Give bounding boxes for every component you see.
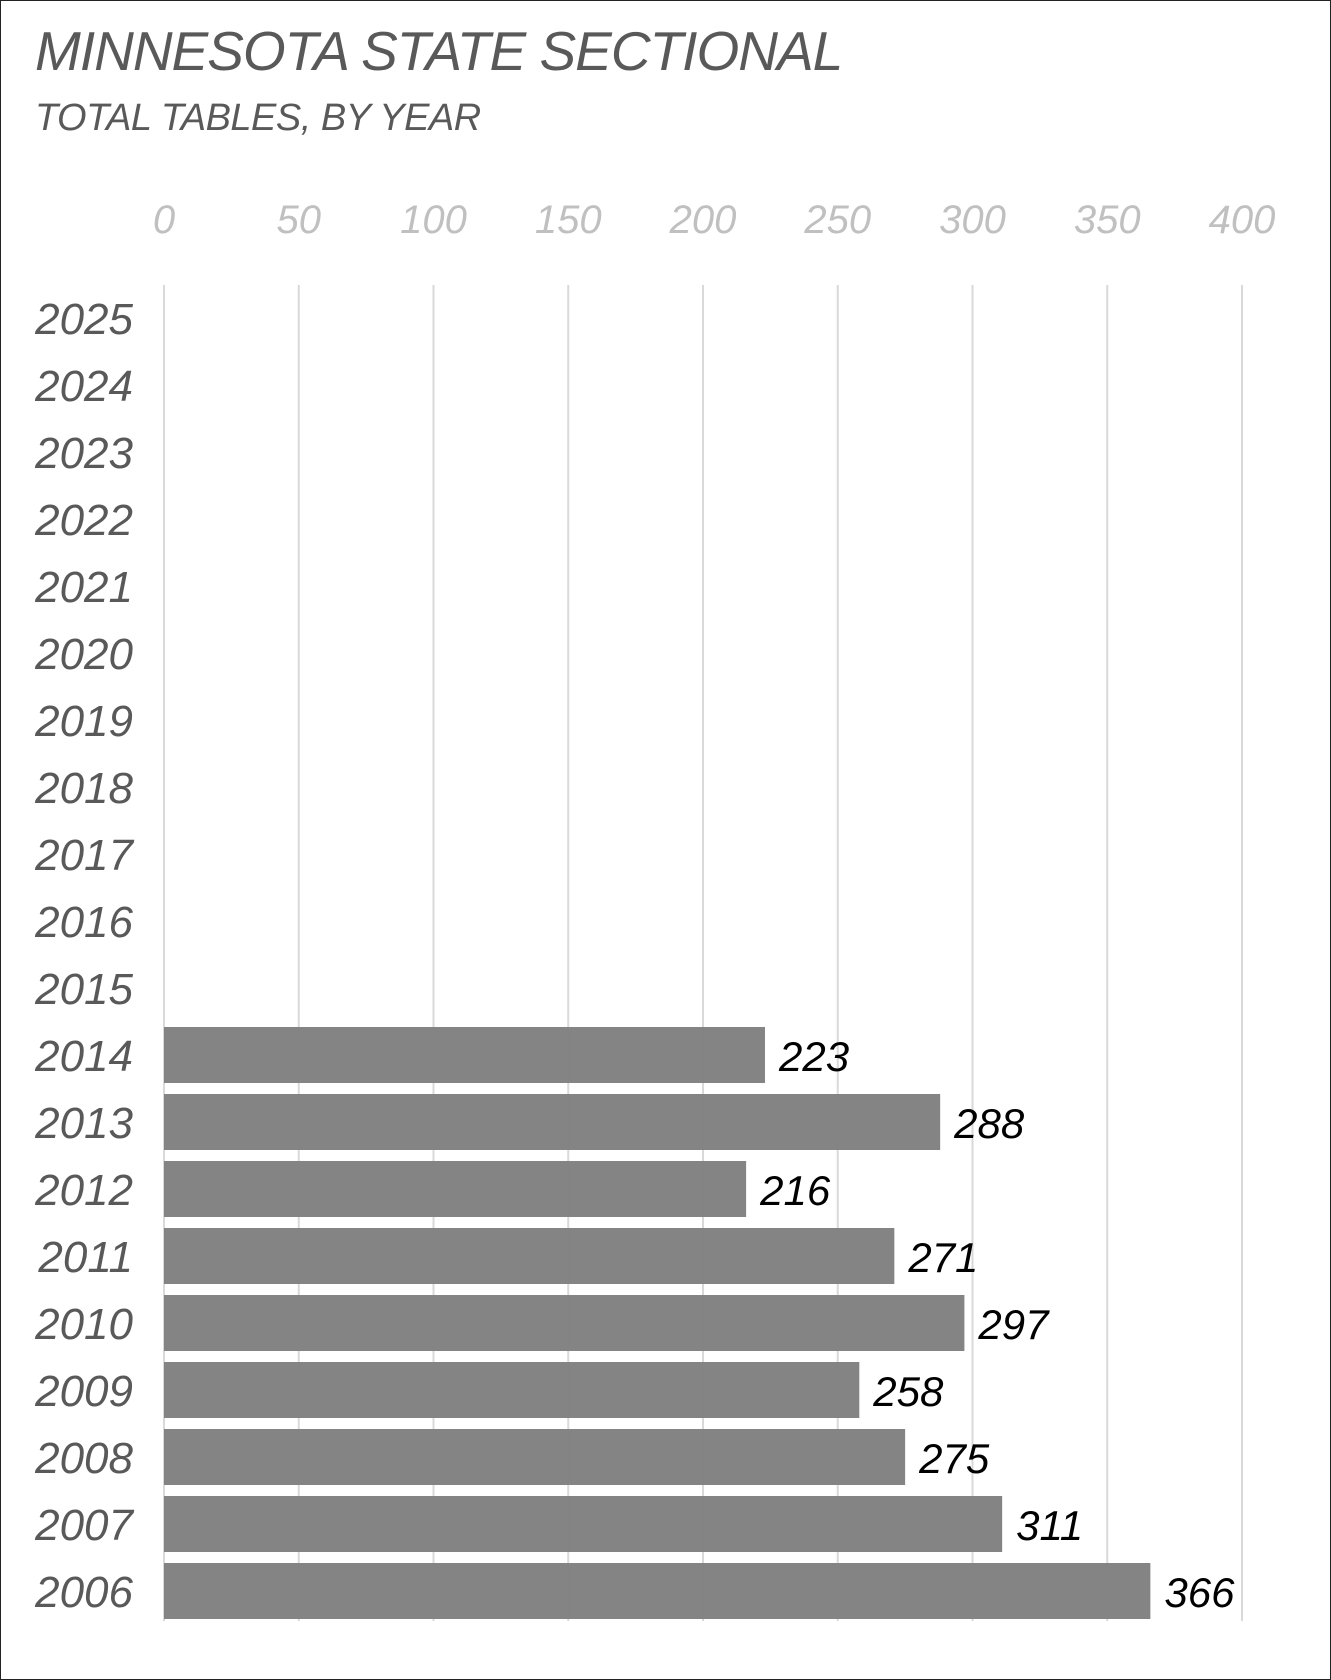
x-tick-label: 350 [1074, 198, 1141, 242]
x-tick-label: 150 [535, 198, 602, 242]
bar [164, 1362, 860, 1418]
y-category-label: 2016 [34, 898, 133, 947]
x-tick-label: 100 [400, 198, 467, 242]
x-tick-label: 0 [153, 198, 175, 242]
bar [164, 1094, 941, 1150]
x-tick-label: 400 [1209, 198, 1276, 242]
data-label: 288 [953, 1100, 1025, 1147]
x-tick-label: 300 [939, 198, 1006, 242]
x-tick-label: 250 [803, 198, 871, 242]
bar [164, 1496, 1003, 1552]
data-label: 366 [1164, 1569, 1235, 1616]
bar [164, 1429, 906, 1485]
y-category-label: 2021 [34, 563, 133, 612]
y-category-label: 2023 [34, 429, 133, 478]
y-category-label: 2025 [34, 295, 133, 344]
y-category-label: 2006 [34, 1568, 133, 1617]
gridlines [163, 285, 1243, 1621]
data-label: 271 [907, 1234, 978, 1281]
y-category-label: 2007 [34, 1501, 134, 1550]
chart-subtitle: TOTAL TABLES, BY YEAR [35, 97, 481, 139]
chart-title: MINNESOTA STATE SECTIONAL [35, 20, 843, 82]
y-axis-categories: 2025 2024 2023 2022 2021 2020 2019 2018 2017 2016… [34, 295, 134, 1617]
data-label: 223 [778, 1033, 849, 1080]
x-tick-label: 50 [277, 198, 322, 242]
y-category-label: 2017 [34, 831, 134, 880]
bar [164, 1228, 895, 1284]
y-category-label: 2015 [34, 965, 133, 1014]
y-category-label: 2020 [34, 630, 133, 679]
x-axis-ticks: 0 50 100 150 200 250 300 350 400 [153, 198, 1276, 242]
y-category-label: 2012 [34, 1166, 133, 1215]
data-labels: 223 288 216 271 297 258 275 311 366 [759, 1033, 1235, 1616]
data-label: 258 [872, 1368, 944, 1415]
data-label: 216 [759, 1167, 831, 1214]
x-tick-label: 200 [669, 198, 737, 242]
bar [164, 1563, 1151, 1619]
y-category-label: 2022 [34, 496, 133, 545]
y-category-label: 2013 [34, 1099, 133, 1148]
bars [164, 1027, 1151, 1619]
y-category-label: 2014 [34, 1032, 133, 1081]
data-label: 297 [977, 1301, 1050, 1348]
y-category-label: 2008 [34, 1434, 133, 1483]
y-category-label: 2018 [34, 764, 133, 813]
y-category-label: 2010 [34, 1300, 133, 1349]
data-label: 311 [1016, 1502, 1083, 1549]
y-category-label: 2019 [34, 697, 133, 746]
y-category-label: 2011 [37, 1233, 133, 1282]
bar [164, 1027, 765, 1083]
y-category-label: 2009 [34, 1367, 133, 1416]
bar [164, 1295, 965, 1351]
data-label: 275 [918, 1435, 990, 1482]
y-category-label: 2024 [34, 362, 133, 411]
bar [164, 1161, 747, 1217]
